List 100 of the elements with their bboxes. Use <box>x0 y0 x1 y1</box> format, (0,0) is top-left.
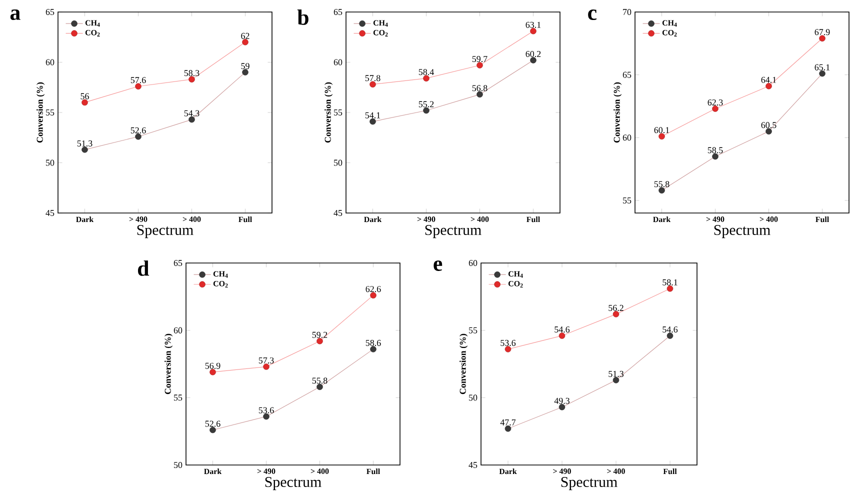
y-tick-label: 50 <box>174 462 182 468</box>
data-label: 55.8 <box>312 378 328 384</box>
point <box>476 62 483 68</box>
data-label: 60.1 <box>654 127 670 134</box>
point <box>504 346 512 352</box>
point <box>188 116 195 123</box>
data-label: 51.3 <box>77 140 92 146</box>
data-label: 58.5 <box>708 147 723 154</box>
point <box>819 35 826 42</box>
data-label: 57.6 <box>130 77 146 84</box>
data-label: 55.8 <box>654 181 670 188</box>
y-tick-label: 60 <box>334 59 342 66</box>
data-label: 51.3 <box>608 370 624 377</box>
data-label: 60.5 <box>761 122 776 128</box>
data-label: 60.2 <box>526 50 541 58</box>
point <box>242 69 248 76</box>
point <box>210 368 216 376</box>
data-label: 59.7 <box>472 56 488 62</box>
y-tick-label: 50 <box>46 160 54 166</box>
y-axis-title: Conversion (%) <box>614 82 622 143</box>
data-label: 53.6 <box>258 407 274 414</box>
data-label: 54.1 <box>365 112 380 118</box>
y-tick-label: 60 <box>46 59 54 66</box>
point <box>82 146 88 153</box>
y-tick-label: 50 <box>469 394 478 401</box>
x-axis-title: Spectrum <box>714 225 770 238</box>
data-label: 57.8 <box>365 75 380 82</box>
point <box>819 70 826 77</box>
point <box>558 332 566 339</box>
y-tick-label: 65 <box>174 260 182 266</box>
data-label: 62.6 <box>366 286 381 292</box>
point <box>712 106 718 112</box>
y-tick-label: 55 <box>469 327 478 334</box>
data-label: 58.4 <box>418 69 434 76</box>
y-axis-title: Conversion (%) <box>164 334 173 394</box>
data-label: 54.6 <box>662 326 678 333</box>
y-tick-label: 45 <box>46 210 54 216</box>
point <box>766 82 772 90</box>
point <box>423 107 430 114</box>
data-label: 62 <box>241 32 250 39</box>
point <box>82 99 88 106</box>
y-tick-label: 60 <box>468 260 478 266</box>
chart-title: b <box>297 9 308 25</box>
x-axis-title: Spectrum <box>265 477 322 490</box>
point <box>476 91 483 98</box>
data-label: 52.6 <box>130 127 146 134</box>
point <box>658 133 665 140</box>
data-label: 56.2 <box>608 304 624 311</box>
data-label: 57.3 <box>258 357 274 364</box>
point <box>188 76 195 82</box>
point <box>530 28 536 34</box>
data-label: 64.1 <box>761 76 776 83</box>
chart-title: e <box>434 260 442 271</box>
point <box>210 426 216 434</box>
y-tick-label: 60 <box>174 327 182 334</box>
x-axis-title: Spectrum <box>425 225 482 238</box>
data-label: 59.2 <box>312 332 328 338</box>
point <box>504 426 512 432</box>
y-tick-label: 50 <box>334 160 342 166</box>
y-tick-label: 45 <box>468 462 478 468</box>
data-label: 56.8 <box>472 85 488 92</box>
x-axis-title: Spectrum <box>137 225 194 238</box>
y-tick-label: 55 <box>46 110 54 116</box>
data-label: 49.3 <box>554 398 570 404</box>
y-axis-title: Conversion (%) <box>324 82 333 143</box>
point <box>612 311 620 318</box>
y-tick-label: 55 <box>623 197 632 204</box>
chart-title: a <box>10 9 20 20</box>
point <box>666 332 674 339</box>
y-tick-label: 65 <box>46 8 54 16</box>
point <box>558 404 566 410</box>
point <box>370 292 376 298</box>
y-tick-label: 60 <box>622 134 632 141</box>
point <box>316 338 323 344</box>
data-label: 63.1 <box>526 22 541 28</box>
data-label: 53.6 <box>500 340 516 346</box>
point <box>666 285 674 292</box>
point <box>423 75 430 82</box>
point <box>263 364 270 370</box>
data-label: 54.6 <box>554 326 570 333</box>
data-label: 52.6 <box>205 420 220 427</box>
y-tick-label: 55 <box>174 394 182 401</box>
point <box>263 413 270 420</box>
point <box>370 118 376 125</box>
data-label: 56 <box>80 93 89 100</box>
data-label: 59 <box>241 63 250 70</box>
y-axis-title: Conversion (%) <box>460 334 468 394</box>
point <box>135 133 142 140</box>
point <box>658 187 665 194</box>
data-label: 67.9 <box>814 29 830 36</box>
y-tick-label: 65 <box>622 72 632 78</box>
data-label: 54.3 <box>184 110 200 116</box>
chart-title: c <box>588 9 597 20</box>
y-axis-title: Conversion (%) <box>36 82 45 143</box>
point <box>766 128 772 134</box>
point <box>135 83 142 90</box>
data-label: 56.9 <box>205 362 220 369</box>
point <box>612 377 620 384</box>
point <box>370 81 376 88</box>
point <box>370 346 376 352</box>
